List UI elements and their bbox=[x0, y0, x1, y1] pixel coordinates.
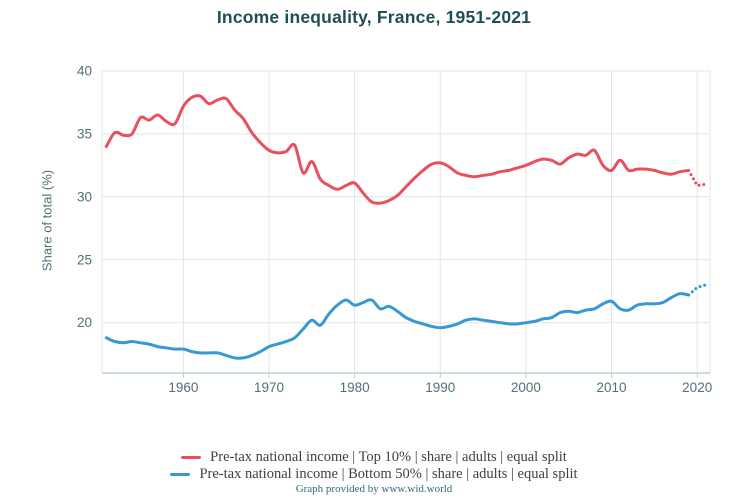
y-tick-label: 20 bbox=[77, 315, 92, 330]
bottom50-line bbox=[104, 292, 691, 360]
x-tick-label: 2000 bbox=[511, 380, 541, 395]
y-tick-label: 30 bbox=[77, 189, 92, 204]
plot-border bbox=[101, 70, 711, 374]
legend-item-top10: Pre-tax national income | Top 10% | shar… bbox=[0, 449, 748, 466]
bottom50-line-swatch-icon bbox=[170, 472, 191, 477]
legend: Pre-tax national income | Top 10% | shar… bbox=[0, 449, 748, 483]
plot-area[interactable]: 40 35 30 25 20 1960 1970 1980 1990 2000 2010 2020 bbox=[0, 0, 748, 420]
top10-line-dotted bbox=[687, 168, 708, 188]
x-tick-label: 2010 bbox=[596, 380, 626, 395]
top10-line-swatch-icon bbox=[181, 455, 202, 460]
y-tick-label: 35 bbox=[77, 126, 92, 141]
legend-label-bottom50: Pre-tax national income | Bottom 50% | s… bbox=[199, 466, 578, 482]
y-tick-label: 40 bbox=[77, 64, 92, 79]
x-tick-label: 1990 bbox=[425, 380, 455, 395]
top10-line bbox=[104, 94, 691, 205]
legend-item-bottom50: Pre-tax national income | Bottom 50% | s… bbox=[0, 466, 748, 483]
x-tick-label: 1980 bbox=[340, 380, 370, 395]
chart-title: Income inequality, France, 1951-2021 bbox=[216, 7, 532, 27]
credit-text: Graph provided by www.wid.world bbox=[295, 483, 453, 495]
legend-label-top10: Pre-tax national income | Top 10% | shar… bbox=[210, 449, 567, 465]
x-tick-label: 1960 bbox=[168, 380, 198, 395]
bottom50-line-dotted bbox=[687, 283, 708, 297]
y-tick-label: 25 bbox=[77, 252, 92, 267]
x-tick-label: 1970 bbox=[254, 380, 284, 395]
x-tick-label: 2020 bbox=[682, 380, 712, 395]
